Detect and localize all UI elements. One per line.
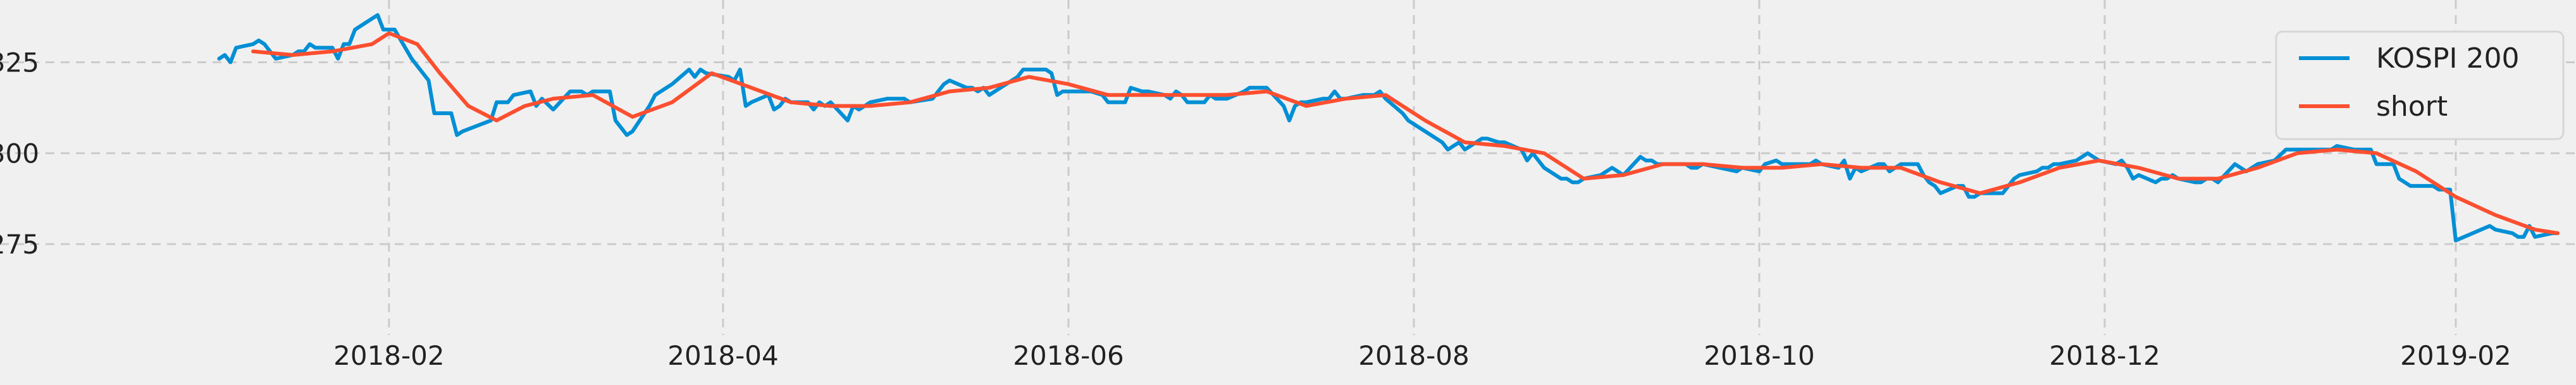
y-tick-label: 275 (0, 229, 39, 260)
y-tick-label: 325 (0, 47, 39, 78)
series-layer (217, 13, 2560, 243)
legend-label-short: short (2376, 90, 2448, 123)
x-tick-label: 2018-08 (1358, 340, 1470, 371)
y-tick-label: 300 (0, 138, 39, 169)
x-tick-label: 2018-12 (2049, 340, 2160, 371)
axes: 2018-02 2018-04 2018-06 2018-08 2018-10 2018-… (0, 47, 2511, 371)
x-tick-label: 2018-04 (667, 340, 779, 371)
x-tick-label: 2019-02 (2400, 340, 2511, 371)
x-tick-label: 2018-06 (1013, 340, 1124, 371)
x-tick-label: 2018-10 (1704, 340, 1815, 371)
x-tick-label: 2018-02 (333, 340, 445, 371)
legend: KOSPI 200 short (2275, 30, 2565, 140)
series-line-kospi-200 (217, 13, 2560, 243)
legend-label-kospi: KOSPI 200 (2376, 42, 2520, 75)
series-line-short (251, 31, 2560, 235)
